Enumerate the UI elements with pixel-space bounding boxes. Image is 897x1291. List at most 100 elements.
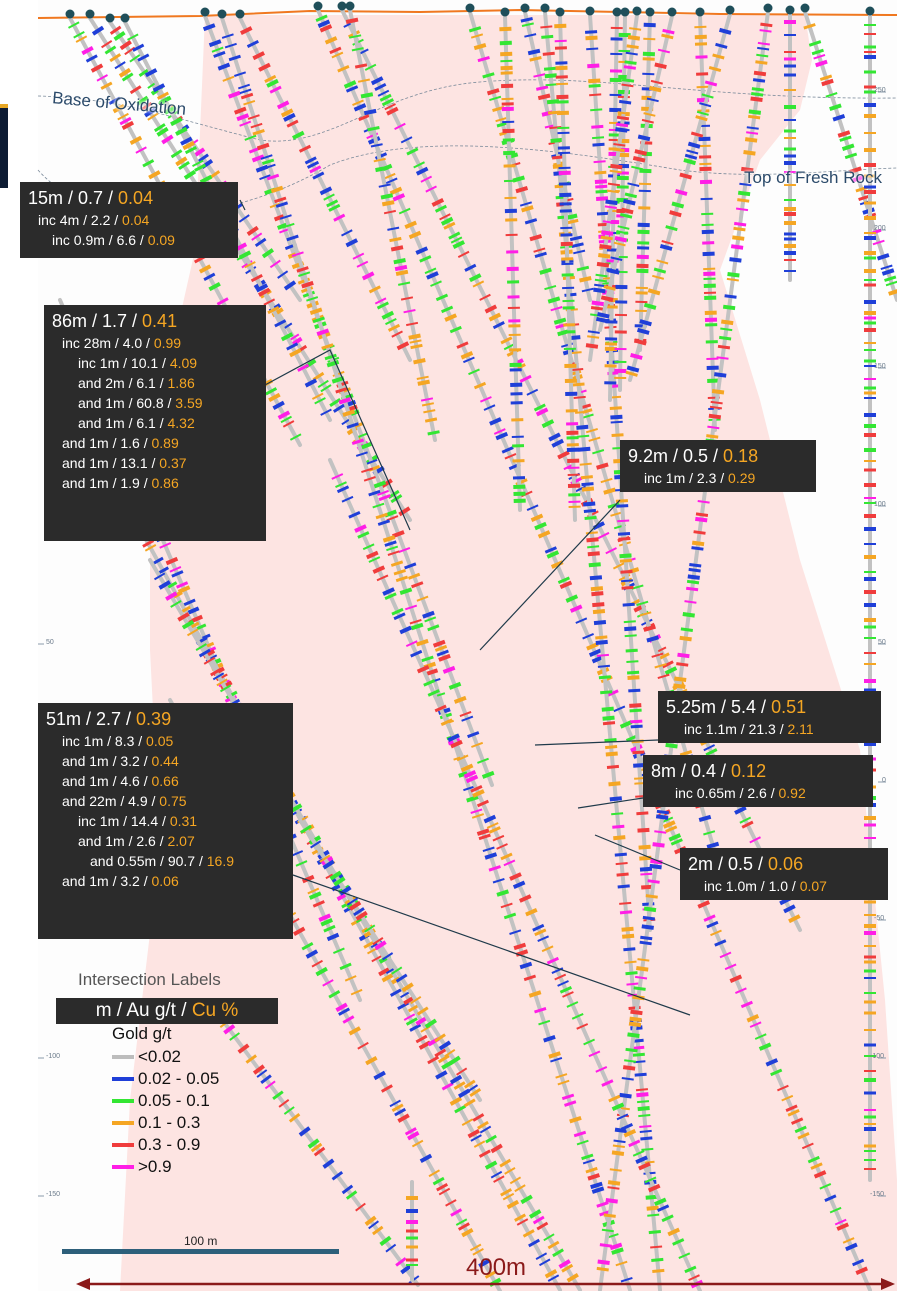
grade-interval	[183, 169, 197, 180]
grade-interval	[438, 1040, 452, 1051]
grade-interval	[627, 35, 641, 41]
legend-swatch	[112, 1143, 134, 1147]
grade-interval	[575, 617, 588, 624]
grade-interval	[839, 135, 852, 142]
grade-interval	[312, 900, 325, 908]
grade-interval	[270, 185, 284, 194]
grade-interval	[319, 854, 331, 863]
drill-collar	[620, 7, 630, 17]
grade-interval	[598, 253, 611, 259]
grade-interval	[520, 17, 533, 23]
grade-interval	[581, 287, 594, 293]
grade-interval	[373, 480, 387, 489]
grade-interval	[581, 482, 594, 487]
grade-interval	[746, 1014, 760, 1023]
grade-interval	[434, 1048, 447, 1058]
label-line-cu: 0.37	[159, 455, 187, 471]
grade-interval	[492, 834, 505, 842]
grade-interval	[754, 1033, 767, 1040]
legend-label: 0.02 - 0.05	[138, 1069, 220, 1088]
grade-interval	[600, 690, 613, 695]
label-line: and 1m / 13.1 /	[62, 455, 160, 471]
grade-interval	[252, 1064, 265, 1075]
grade-interval	[488, 826, 501, 834]
grade-interval	[384, 103, 396, 111]
grade-interval	[534, 1006, 547, 1014]
grade-interval	[408, 230, 422, 240]
grade-interval	[387, 550, 400, 556]
grade-interval	[427, 689, 440, 697]
grade-interval	[398, 546, 411, 554]
grade-interval	[635, 1088, 648, 1092]
grade-interval	[419, 255, 432, 263]
grade-interval	[473, 42, 487, 51]
grade-interval	[652, 1268, 665, 1273]
drill-collar	[200, 7, 210, 17]
intersection-key-text: m / Au g/t /	[95, 1000, 192, 1021]
grade-interval	[617, 884, 630, 889]
grade-interval	[159, 95, 172, 105]
grade-interval	[286, 234, 299, 242]
grade-interval	[842, 1237, 855, 1244]
grade-interval	[576, 1023, 589, 1030]
grade-interval	[483, 814, 497, 824]
legend-swatch	[112, 1099, 134, 1103]
grade-interval	[320, 384, 332, 393]
mineralised-halo	[120, 15, 897, 1291]
grade-interval	[532, 1215, 545, 1225]
grade-interval	[312, 171, 325, 180]
grade-interval	[357, 1041, 369, 1050]
grade-interval	[492, 877, 505, 884]
legend-swatch	[112, 1055, 134, 1059]
grade-interval	[569, 604, 583, 613]
grade-interval	[323, 924, 336, 933]
grade-interval	[420, 175, 433, 183]
label-line: and 0.55m / 90.7 /	[90, 853, 207, 869]
grade-interval	[621, 78, 635, 83]
grade-interval	[329, 46, 342, 55]
grade-interval	[427, 624, 440, 632]
grade-interval	[317, 379, 329, 389]
grade-interval	[807, 1155, 820, 1164]
grade-interval	[621, 1077, 634, 1081]
grade-interval	[528, 1238, 541, 1248]
elev-tick-100: 100	[874, 501, 886, 508]
grade-interval	[224, 42, 237, 49]
drill-collar	[313, 1, 323, 11]
grade-interval	[399, 587, 413, 596]
grade-interval	[478, 1149, 491, 1158]
grade-interval	[686, 579, 700, 585]
grade-interval	[609, 796, 622, 802]
grade-interval	[513, 942, 527, 951]
grade-interval	[553, 317, 567, 325]
grade-interval	[711, 389, 725, 395]
grade-interval	[620, 1123, 634, 1131]
grade-interval	[371, 954, 383, 963]
grade-interval	[404, 562, 417, 570]
grade-interval	[642, 915, 655, 921]
grade-interval	[500, 1188, 513, 1197]
grade-interval	[687, 141, 701, 149]
grade-interval	[465, 774, 479, 784]
grade-interval	[490, 1143, 503, 1154]
grade-interval	[594, 170, 607, 175]
grade-interval	[662, 28, 675, 35]
grade-interval	[454, 1104, 467, 1114]
grade-interval	[612, 1144, 625, 1148]
grade-interval	[514, 1184, 526, 1193]
grade-interval	[695, 512, 709, 517]
grade-interval	[703, 267, 716, 271]
grade-interval	[581, 1153, 594, 1161]
grade-interval	[357, 78, 370, 83]
grade-interval	[320, 918, 333, 927]
grade-interval	[623, 947, 636, 952]
grade-interval	[619, 213, 633, 219]
base-of-oxidation-line	[37, 79, 897, 142]
grade-interval	[696, 72, 709, 76]
grade-interval	[635, 1155, 648, 1165]
grade-interval	[280, 415, 292, 424]
grade-interval	[444, 313, 457, 322]
grade-interval	[450, 739, 463, 749]
grade-interval	[562, 991, 574, 998]
grade-interval	[527, 48, 541, 56]
